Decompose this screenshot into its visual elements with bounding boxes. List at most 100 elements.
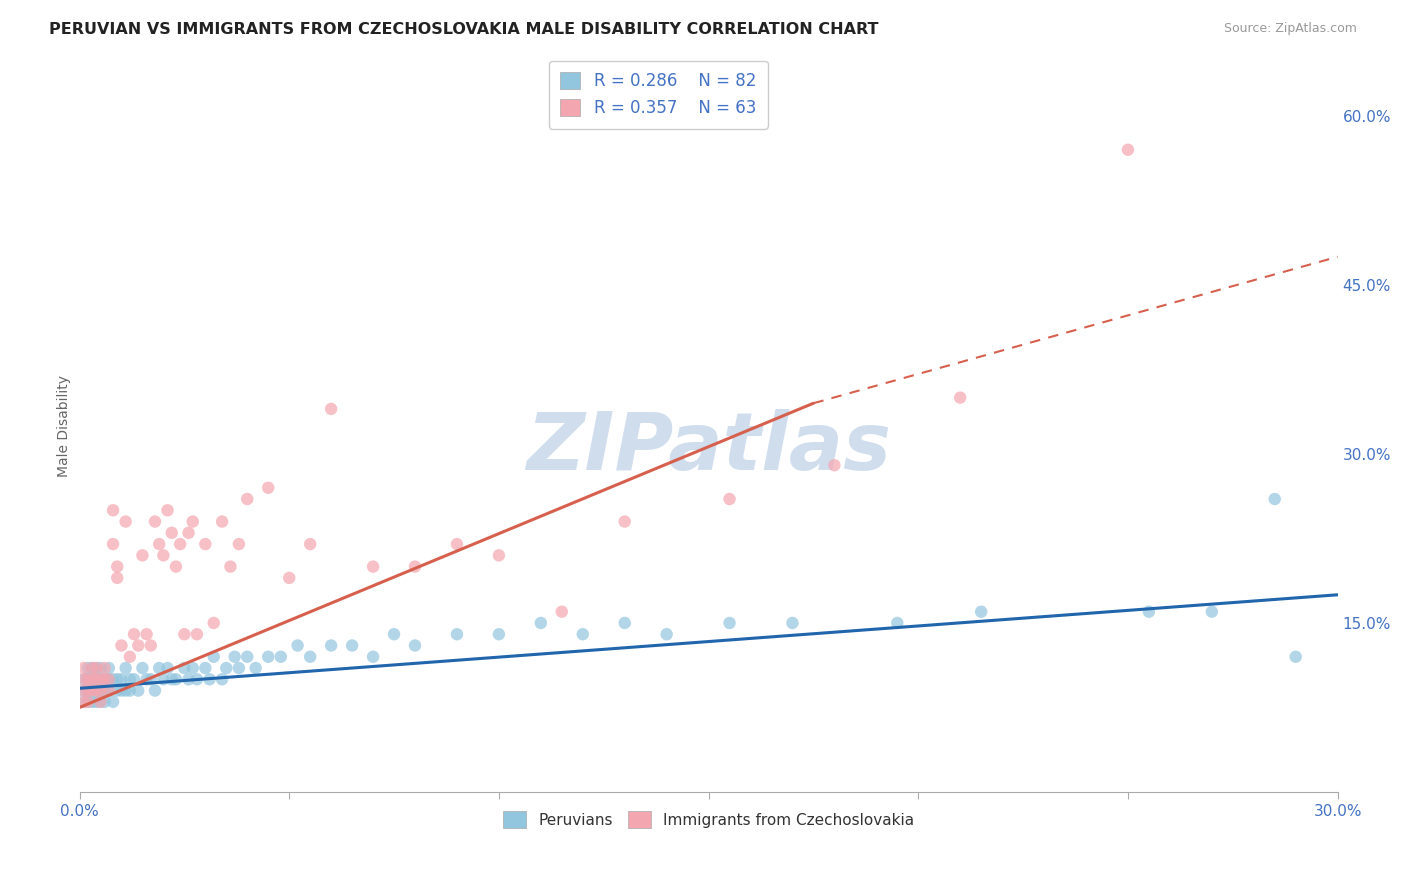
Point — [73, 695, 96, 709]
Point — [173, 661, 195, 675]
Point — [84, 683, 107, 698]
Point — [488, 627, 510, 641]
Point — [530, 615, 553, 630]
Text: ZIPatlas: ZIPatlas — [526, 409, 891, 487]
Point — [340, 639, 363, 653]
Point — [105, 683, 128, 698]
Point — [886, 615, 908, 630]
Point — [194, 661, 217, 675]
Point — [446, 537, 468, 551]
Point — [782, 615, 804, 630]
Point — [571, 627, 593, 641]
Point — [73, 695, 96, 709]
Point — [110, 673, 132, 687]
Point — [361, 649, 384, 664]
Point — [82, 673, 104, 687]
Text: PERUVIAN VS IMMIGRANTS FROM CZECHOSLOVAKIA MALE DISABILITY CORRELATION CHART: PERUVIAN VS IMMIGRANTS FROM CZECHOSLOVAK… — [49, 22, 879, 37]
Point — [169, 537, 191, 551]
Point — [101, 537, 124, 551]
Point — [202, 615, 225, 630]
Point — [194, 537, 217, 551]
Point — [114, 661, 136, 675]
Point — [299, 537, 322, 551]
Point — [148, 537, 170, 551]
Point — [219, 559, 242, 574]
Point — [382, 627, 405, 641]
Point — [84, 683, 107, 698]
Point — [89, 673, 111, 687]
Point — [1264, 491, 1286, 506]
Point — [198, 673, 221, 687]
Point — [152, 673, 174, 687]
Point — [165, 673, 187, 687]
Point — [488, 549, 510, 563]
Point — [236, 491, 259, 506]
Point — [89, 683, 111, 698]
Point — [93, 673, 115, 687]
Point — [101, 503, 124, 517]
Point — [89, 695, 111, 709]
Point — [228, 537, 250, 551]
Point — [77, 673, 100, 687]
Point — [139, 673, 162, 687]
Point — [77, 683, 100, 698]
Point — [93, 673, 115, 687]
Point — [89, 661, 111, 675]
Point — [82, 673, 104, 687]
Point — [148, 661, 170, 675]
Point — [105, 571, 128, 585]
Point — [236, 649, 259, 664]
Point — [77, 661, 100, 675]
Point — [1116, 143, 1139, 157]
Point — [181, 515, 204, 529]
Point — [84, 673, 107, 687]
Point — [97, 661, 120, 675]
Point — [404, 639, 426, 653]
Point — [211, 673, 233, 687]
Point — [177, 673, 200, 687]
Point — [82, 683, 104, 698]
Point — [101, 673, 124, 687]
Point — [165, 559, 187, 574]
Point — [110, 639, 132, 653]
Point — [77, 695, 100, 709]
Point — [321, 639, 343, 653]
Point — [160, 673, 183, 687]
Point — [122, 627, 145, 641]
Text: Source: ZipAtlas.com: Source: ZipAtlas.com — [1223, 22, 1357, 36]
Point — [131, 549, 153, 563]
Point — [718, 491, 741, 506]
Point — [270, 649, 292, 664]
Point — [127, 639, 149, 653]
Point — [143, 515, 166, 529]
Point — [97, 673, 120, 687]
Point — [257, 481, 280, 495]
Point — [245, 661, 267, 675]
Point — [278, 571, 301, 585]
Point — [131, 661, 153, 675]
Point — [257, 649, 280, 664]
Point — [160, 525, 183, 540]
Point — [551, 605, 574, 619]
Point — [114, 515, 136, 529]
Point — [156, 503, 179, 517]
Point — [105, 673, 128, 687]
Point — [446, 627, 468, 641]
Point — [228, 661, 250, 675]
Point — [118, 673, 141, 687]
Point — [101, 695, 124, 709]
Point — [97, 683, 120, 698]
Point — [122, 673, 145, 687]
Point — [215, 661, 238, 675]
Point — [321, 401, 343, 416]
Point — [186, 627, 208, 641]
Point — [211, 515, 233, 529]
Point — [97, 673, 120, 687]
Point — [613, 615, 636, 630]
Point — [127, 683, 149, 698]
Point — [202, 649, 225, 664]
Point — [287, 639, 309, 653]
Point — [186, 673, 208, 687]
Legend: Peruvians, Immigrants from Czechoslovakia: Peruvians, Immigrants from Czechoslovaki… — [495, 804, 922, 836]
Point — [970, 605, 993, 619]
